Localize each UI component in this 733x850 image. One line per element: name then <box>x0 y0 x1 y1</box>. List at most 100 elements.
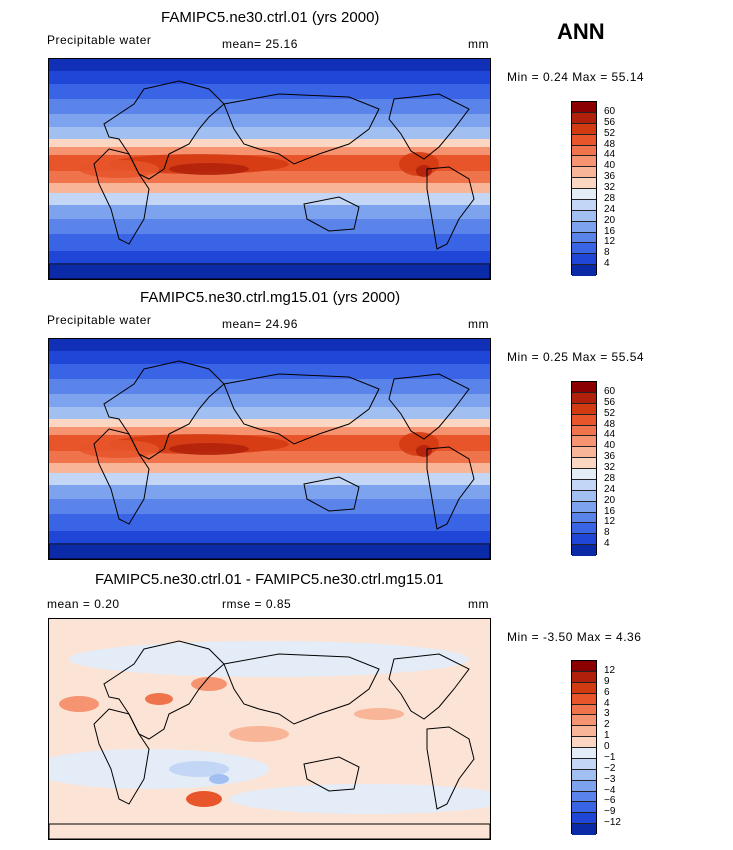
coastline <box>426 726 475 810</box>
colorbar-box <box>572 221 596 233</box>
colorbar-box <box>572 813 596 825</box>
coastline <box>93 148 150 245</box>
colorbar-box <box>572 704 596 716</box>
panel-1-variable-label: Precipitable water <box>47 33 152 47</box>
colorbar-box <box>572 199 596 211</box>
colorbar-box <box>572 737 596 748</box>
panel-3-rmse: rmse = 0.85 <box>222 597 292 611</box>
colorbar-tick-label: 6 <box>604 686 610 698</box>
panel-2-mean: mean= 24.96 <box>222 317 298 331</box>
panel-3-colorbar <box>571 660 597 835</box>
colorbar-tick-label: 16 <box>604 505 616 517</box>
colorbar-box <box>572 156 596 168</box>
colorbar-box <box>572 693 596 705</box>
colorbar-tick-label: 12 <box>604 516 616 528</box>
colorbar-box <box>572 479 596 491</box>
colorbar-box <box>572 512 596 524</box>
coastline <box>426 166 475 250</box>
colorbar-box <box>572 469 596 480</box>
panel-3-mean: mean = 0.20 <box>47 597 120 611</box>
colorbar-box <box>572 824 596 835</box>
colorbar-box <box>572 112 596 124</box>
coastline <box>103 80 225 180</box>
coastline <box>223 373 380 445</box>
panel-2-colorbar <box>571 381 597 556</box>
colorbar-tick-label: −3 <box>604 773 616 785</box>
colorbar-tick-label: 40 <box>604 160 616 172</box>
panel-1-units: mm <box>468 37 489 51</box>
colorbar-tick-label: −1 <box>604 751 616 763</box>
colorbar-tick-label: 36 <box>604 451 616 463</box>
colorbar-box <box>572 802 596 814</box>
colorbar-tick-label: 56 <box>604 396 616 408</box>
panel-2-map <box>48 338 491 560</box>
panel-1-minmax: Min = 0.24 Max = 55.14 <box>507 70 645 84</box>
colorbar-tick-label: 8 <box>604 247 610 259</box>
colorbar-tick-label: −4 <box>604 784 616 796</box>
season-label: ANN <box>557 19 605 44</box>
colorbar-box <box>572 769 596 781</box>
colorbar-box <box>572 145 596 157</box>
colorbar-tick-label: 60 <box>604 385 616 397</box>
colorbar-box <box>572 661 596 672</box>
colorbar-tick-label: 44 <box>604 149 616 161</box>
colorbar-box <box>572 392 596 404</box>
coastline <box>388 93 470 160</box>
colorbar-tick-label: 20 <box>604 494 616 506</box>
colorbar-tick-label: 4 <box>604 538 610 550</box>
colorbar-tick-label: 40 <box>604 440 616 452</box>
colorbar-tick-label: 28 <box>604 192 616 204</box>
colorbar-tick-label: 3 <box>604 708 610 720</box>
panel-2-minmax: Min = 0.25 Max = 55.54 <box>507 350 645 364</box>
panel-1-colorbar <box>571 101 597 276</box>
colorbar-tick-label: 32 <box>604 462 616 473</box>
colorbar-tick-label: 2 <box>604 719 610 731</box>
colorbar-tick-label: 48 <box>604 418 616 430</box>
colorbar-tick-label: −9 <box>604 806 616 818</box>
colorbar-tick-label: 12 <box>604 236 616 248</box>
colorbar-box <box>572 682 596 694</box>
colorbar-box <box>572 726 596 738</box>
coastline <box>303 756 360 792</box>
colorbar-tick-label: −2 <box>604 762 616 774</box>
coastline <box>49 263 490 279</box>
panel-3-map <box>48 618 491 840</box>
colorbar-tick-label: 52 <box>604 127 616 139</box>
colorbar-box <box>572 748 596 759</box>
panel-3-minmax: Min = -3.50 Max = 4.36 <box>507 630 642 644</box>
colorbar-box <box>572 523 596 535</box>
colorbar-box <box>572 178 596 189</box>
colorbar-tick-label: 44 <box>604 429 616 441</box>
panel-1-mean: mean= 25.16 <box>222 37 298 51</box>
colorbar-tick-label: 52 <box>604 407 616 419</box>
colorbar-box <box>572 414 596 426</box>
colorbar-box <box>572 243 596 255</box>
colorbar-box <box>572 265 596 276</box>
colorbar-box <box>572 545 596 556</box>
coastline <box>388 653 470 720</box>
coastline <box>223 653 380 725</box>
colorbar-tick-label: 48 <box>604 138 616 150</box>
colorbar-box <box>572 403 596 415</box>
colorbar-box <box>572 232 596 244</box>
colorbar-box <box>572 447 596 459</box>
colorbar-box <box>572 534 596 546</box>
panel-2-variable-label: Precipitable water <box>47 313 152 327</box>
colorbar-tick-label: 0 <box>604 741 610 752</box>
colorbar-tick-label: 9 <box>604 675 610 687</box>
panel-1-title: FAMIPC5.ne30.ctrl.01 (yrs 2000) <box>161 9 380 26</box>
colorbar-tick-label: −6 <box>604 795 616 807</box>
colorbar-tick-label: 28 <box>604 472 616 484</box>
colorbar-box <box>572 791 596 803</box>
coastline <box>49 543 490 559</box>
coastline <box>49 823 490 839</box>
colorbar-box <box>572 167 596 179</box>
coastline <box>103 640 225 740</box>
panel-3-title: FAMIPC5.ne30.ctrl.01 - FAMIPC5.ne30.ctrl… <box>95 571 444 588</box>
colorbar-tick-label: 1 <box>604 730 610 742</box>
coastline <box>93 708 150 805</box>
colorbar-box <box>572 382 596 393</box>
colorbar-box <box>572 501 596 513</box>
colorbar-box <box>572 671 596 683</box>
panel-2-units: mm <box>468 317 489 331</box>
